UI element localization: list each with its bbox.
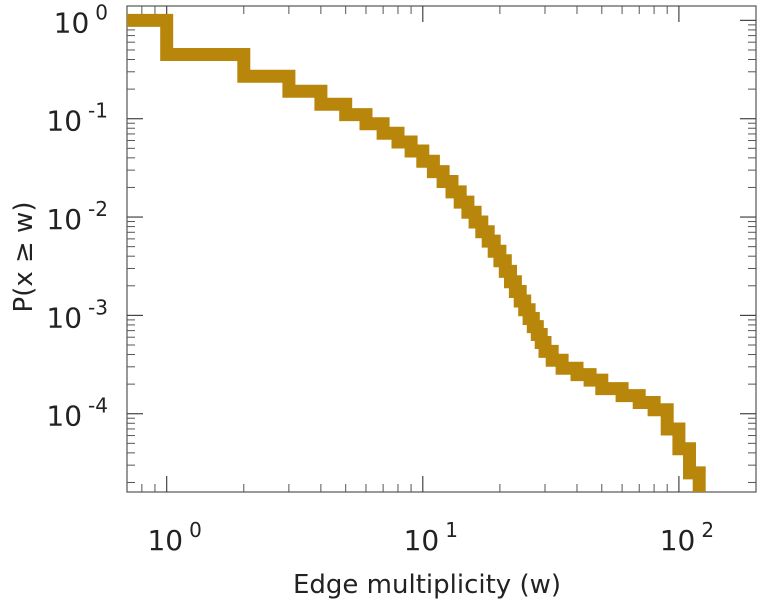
y-tick-label: 10 -4 (46, 394, 108, 433)
y-axis-label: P(x ≥ w) (9, 202, 39, 313)
y-tick-label: 10 -2 (46, 197, 108, 236)
y-tick-label: 10 0 (54, 0, 108, 39)
x-tick-label: 10 2 (660, 518, 714, 557)
plot-frame (126, 5, 757, 493)
y-tick-label: 10 -3 (46, 295, 108, 334)
x-tick-label: 10 0 (147, 518, 201, 557)
x-axis-label: Edge multiplicity (w) (293, 570, 561, 600)
ccdf-step-line (127, 13, 706, 492)
x-tick-labels: 10 0 10 1 10 2 (147, 518, 714, 557)
series-layer (127, 13, 706, 492)
x-tick-label: 10 1 (404, 518, 458, 557)
y-tick-label: 10 -1 (46, 99, 108, 138)
